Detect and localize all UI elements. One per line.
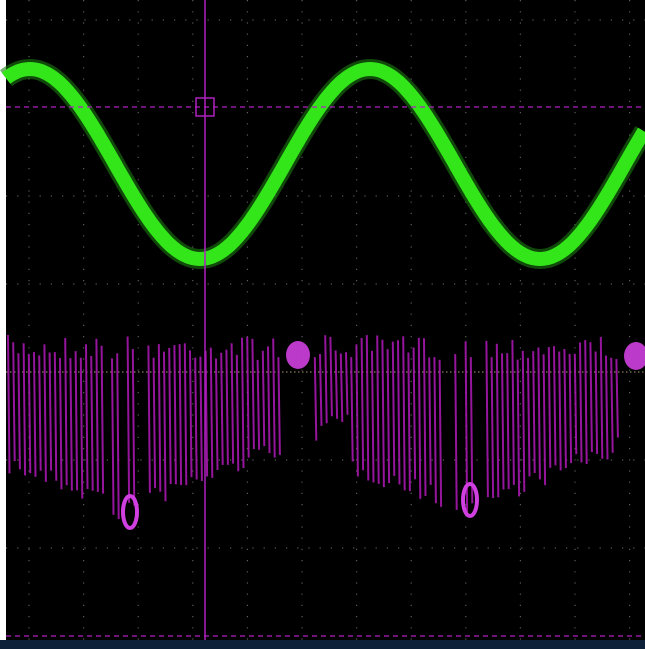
trace-blob <box>286 341 310 369</box>
status-bar <box>0 640 645 649</box>
page: (() => { JSON.parse(document.getElementB… <box>0 0 645 649</box>
oscilloscope-screen <box>0 0 645 649</box>
